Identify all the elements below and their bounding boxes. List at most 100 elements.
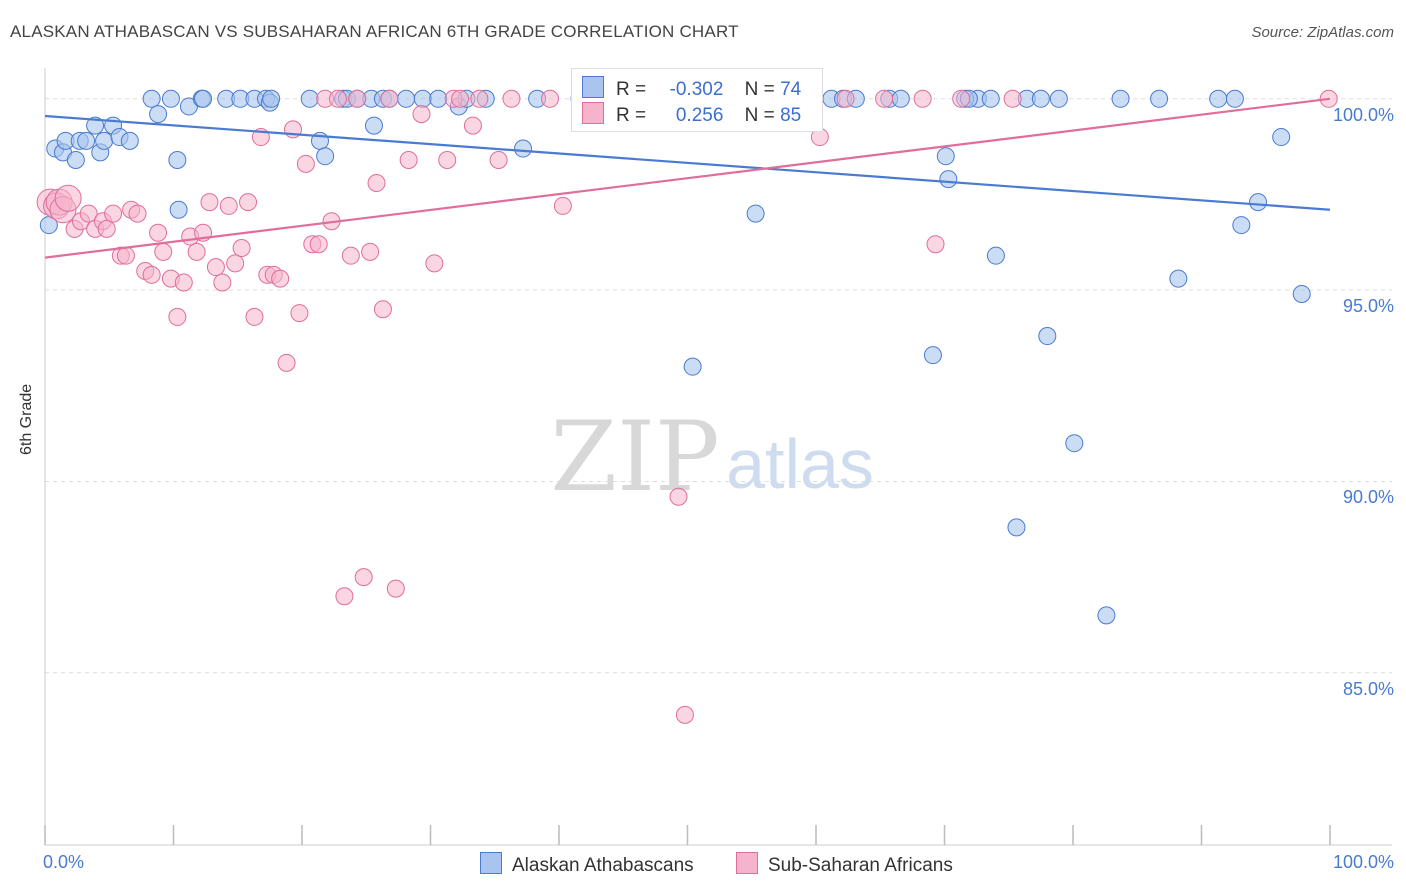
chart-title: ALASKAN ATHABASCAN VS SUBSAHARAN AFRICAN… [10, 22, 739, 41]
data-point-subsaharan [309, 235, 328, 254]
data-point-subsaharan [174, 273, 193, 292]
series-alaskan-athabascans [39, 89, 1311, 625]
data-point-athabascan [413, 89, 432, 108]
data-point-athabascan [168, 151, 187, 170]
data-point-athabascan [86, 116, 105, 135]
data-point-athabascan [120, 131, 139, 150]
data-point-subsaharan [271, 269, 290, 288]
data-point-subsaharan [952, 89, 971, 108]
data-point-athabascan [981, 89, 1000, 108]
data-point-subsaharan [438, 151, 457, 170]
data-point-subsaharan [361, 242, 380, 261]
y-tick-label: 100.0% [1332, 104, 1394, 125]
data-point-subsaharan [97, 219, 116, 238]
data-point-subsaharan [168, 307, 187, 326]
data-point-athabascan [161, 89, 180, 108]
data-point-subsaharan [913, 89, 932, 108]
data-point-athabascan [397, 89, 416, 108]
data-point-subsaharan [354, 568, 373, 587]
n-label: N = [744, 79, 775, 100]
data-point-subsaharan [206, 258, 225, 277]
data-point-subsaharan [104, 204, 123, 223]
data-point-subsaharan [154, 242, 173, 261]
data-point-subsaharan [79, 204, 98, 223]
data-point-subsaharan [341, 246, 360, 265]
data-point-athabascan [1272, 128, 1291, 147]
data-point-subsaharan [187, 242, 206, 261]
data-point-subsaharan [296, 154, 315, 173]
data-point-subsaharan [149, 223, 168, 242]
data-point-athabascan [1249, 193, 1268, 212]
data-point-athabascan [66, 151, 85, 170]
trend-lines [44, 97, 1331, 259]
data-point-athabascan [316, 147, 335, 166]
data-point-subsaharan [367, 173, 386, 192]
data-point-subsaharan [463, 116, 482, 135]
data-point-athabascan [95, 131, 114, 150]
data-point-athabascan [1209, 89, 1228, 108]
n-value: 74 [780, 79, 802, 100]
data-point-subsaharan [373, 300, 392, 319]
data-point-athabascan [77, 131, 96, 150]
data-point-subsaharan [541, 89, 560, 108]
data-point-athabascan [1232, 216, 1251, 235]
data-point-athabascan [1111, 89, 1130, 108]
correlation-stats-box: R = -0.302 N = 74 R = 0.256 N = 85 [571, 68, 823, 132]
trend-line-athabascans [44, 114, 1331, 211]
data-point-subsaharan [386, 579, 405, 598]
n-label: N = [744, 105, 775, 126]
data-point-subsaharan [489, 151, 508, 170]
stats-row-subsaharan: R = 0.256 N = 85 [582, 102, 801, 126]
x-tick-label-min: 0.0% [43, 852, 85, 872]
data-point-subsaharan [926, 235, 945, 254]
legend-label: Sub-Saharan Africans [768, 855, 953, 876]
data-point-subsaharan [669, 487, 688, 506]
data-point-athabascan [1097, 606, 1116, 625]
data-point-subsaharan [412, 105, 431, 124]
n-value: 85 [780, 105, 802, 126]
data-point-athabascan [1031, 89, 1050, 108]
legend-item-subsaharan[interactable]: Sub-Saharan Africans [736, 852, 953, 877]
data-point-athabascan [1038, 327, 1057, 346]
legend-swatch-blue [480, 852, 502, 874]
data-point-subsaharan [54, 184, 82, 212]
swatch-blue [582, 76, 604, 98]
data-point-athabascan [194, 89, 213, 108]
data-point-subsaharan [380, 89, 399, 108]
stats-row-athabascans: R = -0.302 N = 74 [582, 76, 801, 100]
data-point-athabascan [1169, 269, 1188, 288]
data-point-athabascan [149, 105, 168, 124]
trend-line-subsaharan [44, 97, 1331, 259]
legend-item-athabascans[interactable]: Alaskan Athabascans [480, 852, 694, 877]
data-point-subsaharan [200, 193, 219, 212]
y-tick-label: 85.0% [1342, 678, 1394, 699]
grid-lines [45, 98, 1392, 674]
data-point-subsaharan [290, 304, 309, 323]
data-point-athabascan [1049, 89, 1068, 108]
data-point-subsaharan [245, 307, 264, 326]
data-point-subsaharan [399, 151, 418, 170]
data-point-athabascan [986, 246, 1005, 265]
data-point-athabascan [891, 89, 910, 108]
data-point-subsaharan [553, 196, 572, 215]
data-point-athabascan [514, 139, 533, 158]
swatch-pink [582, 102, 604, 124]
data-point-athabascan [1150, 89, 1169, 108]
data-point-athabascan [1292, 284, 1311, 303]
data-point-subsaharan [335, 587, 354, 606]
data-point-athabascan [429, 89, 448, 108]
data-point-athabascan [364, 116, 383, 135]
data-point-subsaharan [116, 246, 135, 265]
watermark: ZIP atlas [550, 401, 874, 513]
data-point-subsaharan [675, 705, 694, 724]
r-value: 0.256 [675, 105, 724, 126]
data-point-subsaharan [451, 89, 470, 108]
watermark-zip: ZIP [550, 401, 719, 513]
data-point-subsaharan [470, 89, 489, 108]
data-point-athabascan [142, 89, 161, 108]
data-point-athabascan [262, 89, 281, 108]
y-tick-label: 90.0% [1342, 487, 1394, 508]
data-point-subsaharan [213, 273, 232, 292]
r-label: R = [616, 105, 647, 126]
